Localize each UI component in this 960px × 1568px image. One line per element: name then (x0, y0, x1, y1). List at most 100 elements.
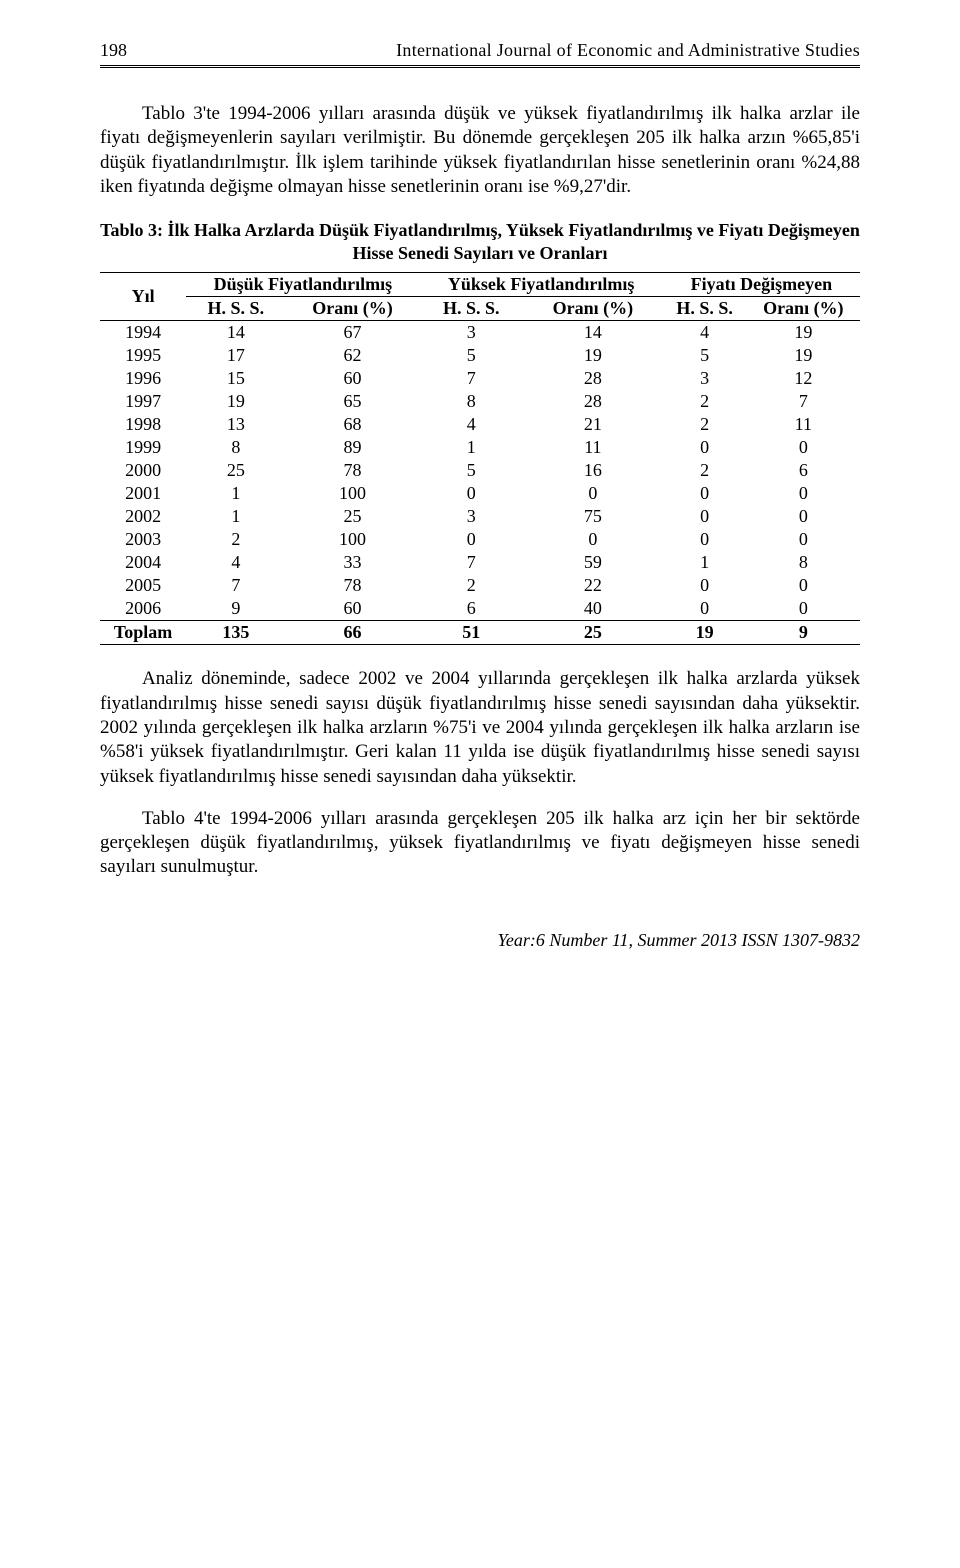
cell-value: 5 (663, 344, 747, 367)
cell-value: 21 (523, 413, 663, 436)
cell-value: 12 (747, 367, 860, 390)
cell-value: 0 (663, 574, 747, 597)
sub-header: H. S. S. (186, 297, 285, 321)
table-caption: Tablo 3: İlk Halka Arzlarda Düşük Fiyatl… (100, 219, 860, 264)
cell-value: 25 (285, 505, 419, 528)
data-table: Yıl Düşük Fiyatlandırılmış Yüksek Fiyatl… (100, 272, 860, 645)
cell-value: 11 (523, 436, 663, 459)
cell-value: 14 (523, 321, 663, 345)
cell-year: 1995 (100, 344, 186, 367)
cell-value: 5 (420, 459, 523, 482)
total-value: 66 (285, 621, 419, 645)
cell-value: 22 (523, 574, 663, 597)
sub-header: Oranı (%) (523, 297, 663, 321)
cell-value: 1 (186, 482, 285, 505)
cell-year: 2000 (100, 459, 186, 482)
cell-value: 7 (420, 551, 523, 574)
total-value: 51 (420, 621, 523, 645)
cell-value: 6 (747, 459, 860, 482)
cell-value: 100 (285, 528, 419, 551)
cell-value: 14 (186, 321, 285, 345)
cell-value: 33 (285, 551, 419, 574)
cell-year: 1997 (100, 390, 186, 413)
table-row: 19951762519519 (100, 344, 860, 367)
cell-value: 89 (285, 436, 419, 459)
table-row: 200696064000 (100, 597, 860, 621)
cell-value: 0 (523, 482, 663, 505)
sub-header: Oranı (%) (285, 297, 419, 321)
journal-name: International Journal of Economic and Ad… (396, 40, 860, 61)
total-value: 19 (663, 621, 747, 645)
page-number: 198 (100, 40, 127, 61)
running-header: 198 International Journal of Economic an… (100, 40, 860, 63)
cell-value: 9 (186, 597, 285, 621)
cell-year: 2004 (100, 551, 186, 574)
cell-value: 25 (186, 459, 285, 482)
cell-value: 4 (663, 321, 747, 345)
cell-value: 11 (747, 413, 860, 436)
table-row: 1997196582827 (100, 390, 860, 413)
table-row: 19981368421211 (100, 413, 860, 436)
cell-value: 16 (523, 459, 663, 482)
table-row: 19941467314419 (100, 321, 860, 345)
cell-value: 0 (663, 482, 747, 505)
cell-value: 0 (747, 597, 860, 621)
cell-value: 0 (523, 528, 663, 551)
cell-value: 0 (747, 505, 860, 528)
cell-year: 2005 (100, 574, 186, 597)
cell-value: 78 (285, 574, 419, 597)
cell-value: 6 (420, 597, 523, 621)
cell-value: 3 (420, 505, 523, 528)
sub-header: Oranı (%) (747, 297, 860, 321)
sub-header: H. S. S. (420, 297, 523, 321)
table-row: 19961560728312 (100, 367, 860, 390)
table-row: 200111000000 (100, 482, 860, 505)
group-header-unchanged: Fiyatı Değişmeyen (663, 273, 860, 297)
table-total-row: Toplam135665125199 (100, 621, 860, 645)
paragraph-3: Tablo 4'te 1994-2006 yılları arasında ge… (100, 807, 860, 880)
page-footer: Year:6 Number 11, Summer 2013 ISSN 1307-… (100, 930, 860, 951)
cell-value: 65 (285, 390, 419, 413)
cell-year: 2001 (100, 482, 186, 505)
cell-value: 100 (285, 482, 419, 505)
page-container: 198 International Journal of Economic an… (0, 0, 960, 981)
cell-value: 19 (523, 344, 663, 367)
cell-value: 19 (186, 390, 285, 413)
table-body: 1994146731441919951762519519199615607283… (100, 321, 860, 645)
cell-value: 13 (186, 413, 285, 436)
cell-value: 19 (747, 321, 860, 345)
total-value: 9 (747, 621, 860, 645)
group-header-high: Yüksek Fiyatlandırılmış (420, 273, 663, 297)
cell-value: 2 (663, 413, 747, 436)
cell-value: 0 (663, 597, 747, 621)
cell-value: 0 (663, 528, 747, 551)
cell-value: 0 (420, 528, 523, 551)
cell-value: 2 (420, 574, 523, 597)
paragraph-2: Analiz döneminde, sadece 2002 ve 2004 yı… (100, 667, 860, 789)
cell-year: 1994 (100, 321, 186, 345)
cell-value: 2 (186, 528, 285, 551)
cell-value: 2 (663, 390, 747, 413)
cell-value: 67 (285, 321, 419, 345)
cell-value: 0 (747, 436, 860, 459)
cell-value: 78 (285, 459, 419, 482)
cell-year: 2006 (100, 597, 186, 621)
cell-value: 28 (523, 367, 663, 390)
table-sub-header-row: H. S. S. Oranı (%) H. S. S. Oranı (%) H.… (100, 297, 860, 321)
cell-value: 8 (420, 390, 523, 413)
cell-year: 2003 (100, 528, 186, 551)
cell-value: 7 (420, 367, 523, 390)
cell-value: 0 (747, 574, 860, 597)
cell-value: 7 (747, 390, 860, 413)
table-row: 200321000000 (100, 528, 860, 551)
table-row: 200212537500 (100, 505, 860, 528)
sub-header: H. S. S. (663, 297, 747, 321)
table-row: 200443375918 (100, 551, 860, 574)
header-rule (100, 65, 860, 68)
cell-value: 1 (663, 551, 747, 574)
cell-value: 1 (186, 505, 285, 528)
paragraph-1: Tablo 3'te 1994-2006 yılları arasında dü… (100, 102, 860, 199)
cell-value: 8 (186, 436, 285, 459)
cell-year: 1996 (100, 367, 186, 390)
cell-value: 0 (420, 482, 523, 505)
